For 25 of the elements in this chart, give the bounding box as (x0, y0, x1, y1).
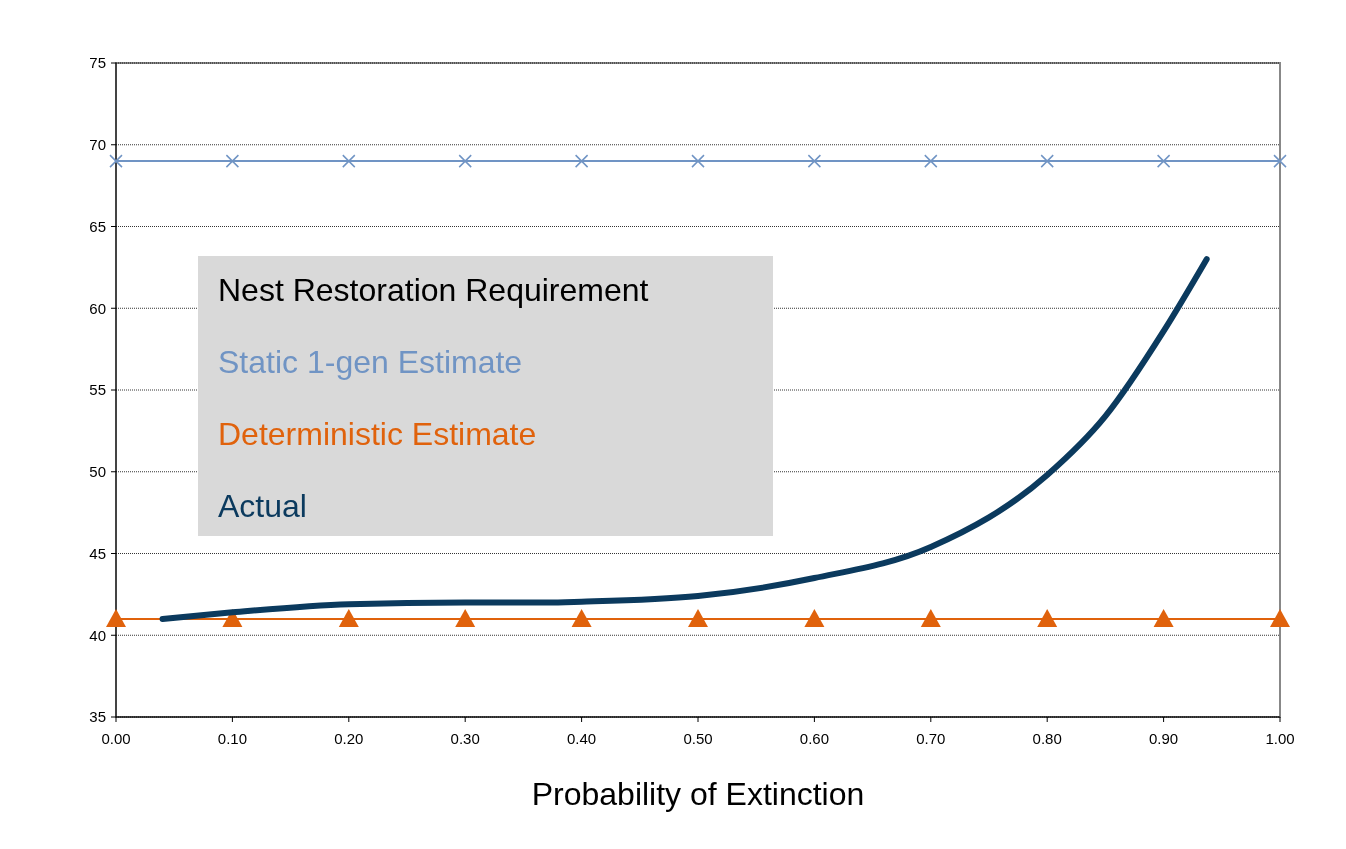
y-tick-label: 35 (89, 708, 106, 726)
y-tick-label: 70 (89, 136, 106, 153)
y-tick-label: 40 (89, 626, 106, 644)
y-tick-label: 50 (89, 463, 106, 480)
y-tick-label: 65 (89, 217, 106, 235)
x-tick-label: 0.80 (1032, 730, 1062, 747)
y-tick-label: 55 (89, 381, 106, 399)
x-tick-label: 0.70 (916, 730, 946, 747)
y-tick-label: 45 (89, 544, 106, 562)
text: Actual (218, 488, 307, 524)
x-tick-label: 0.90 (1149, 730, 1179, 747)
x-tick-label: 0.50 (683, 730, 713, 747)
x-tick-label: 0.00 (101, 730, 131, 747)
x-axis-title: Probability of Extinction (531, 776, 865, 812)
x-tick-label: 0.10 (217, 730, 247, 747)
y-tick-label: 60 (89, 299, 106, 317)
legend-title: Nest Restoration Requirement (218, 272, 649, 308)
y-tick-label: 75 (89, 54, 106, 72)
text: Deterministic Estimate (218, 416, 537, 452)
x-tick-label: 0.20 (334, 730, 364, 747)
x-tick-label: 1.00 (1265, 730, 1295, 747)
text: Static 1-gen Estimate (218, 344, 523, 380)
x-tick-label: 0.40 (567, 730, 597, 747)
x-tick-label: 0.30 (450, 730, 480, 747)
x-tick-label: 0.60 (799, 730, 829, 747)
